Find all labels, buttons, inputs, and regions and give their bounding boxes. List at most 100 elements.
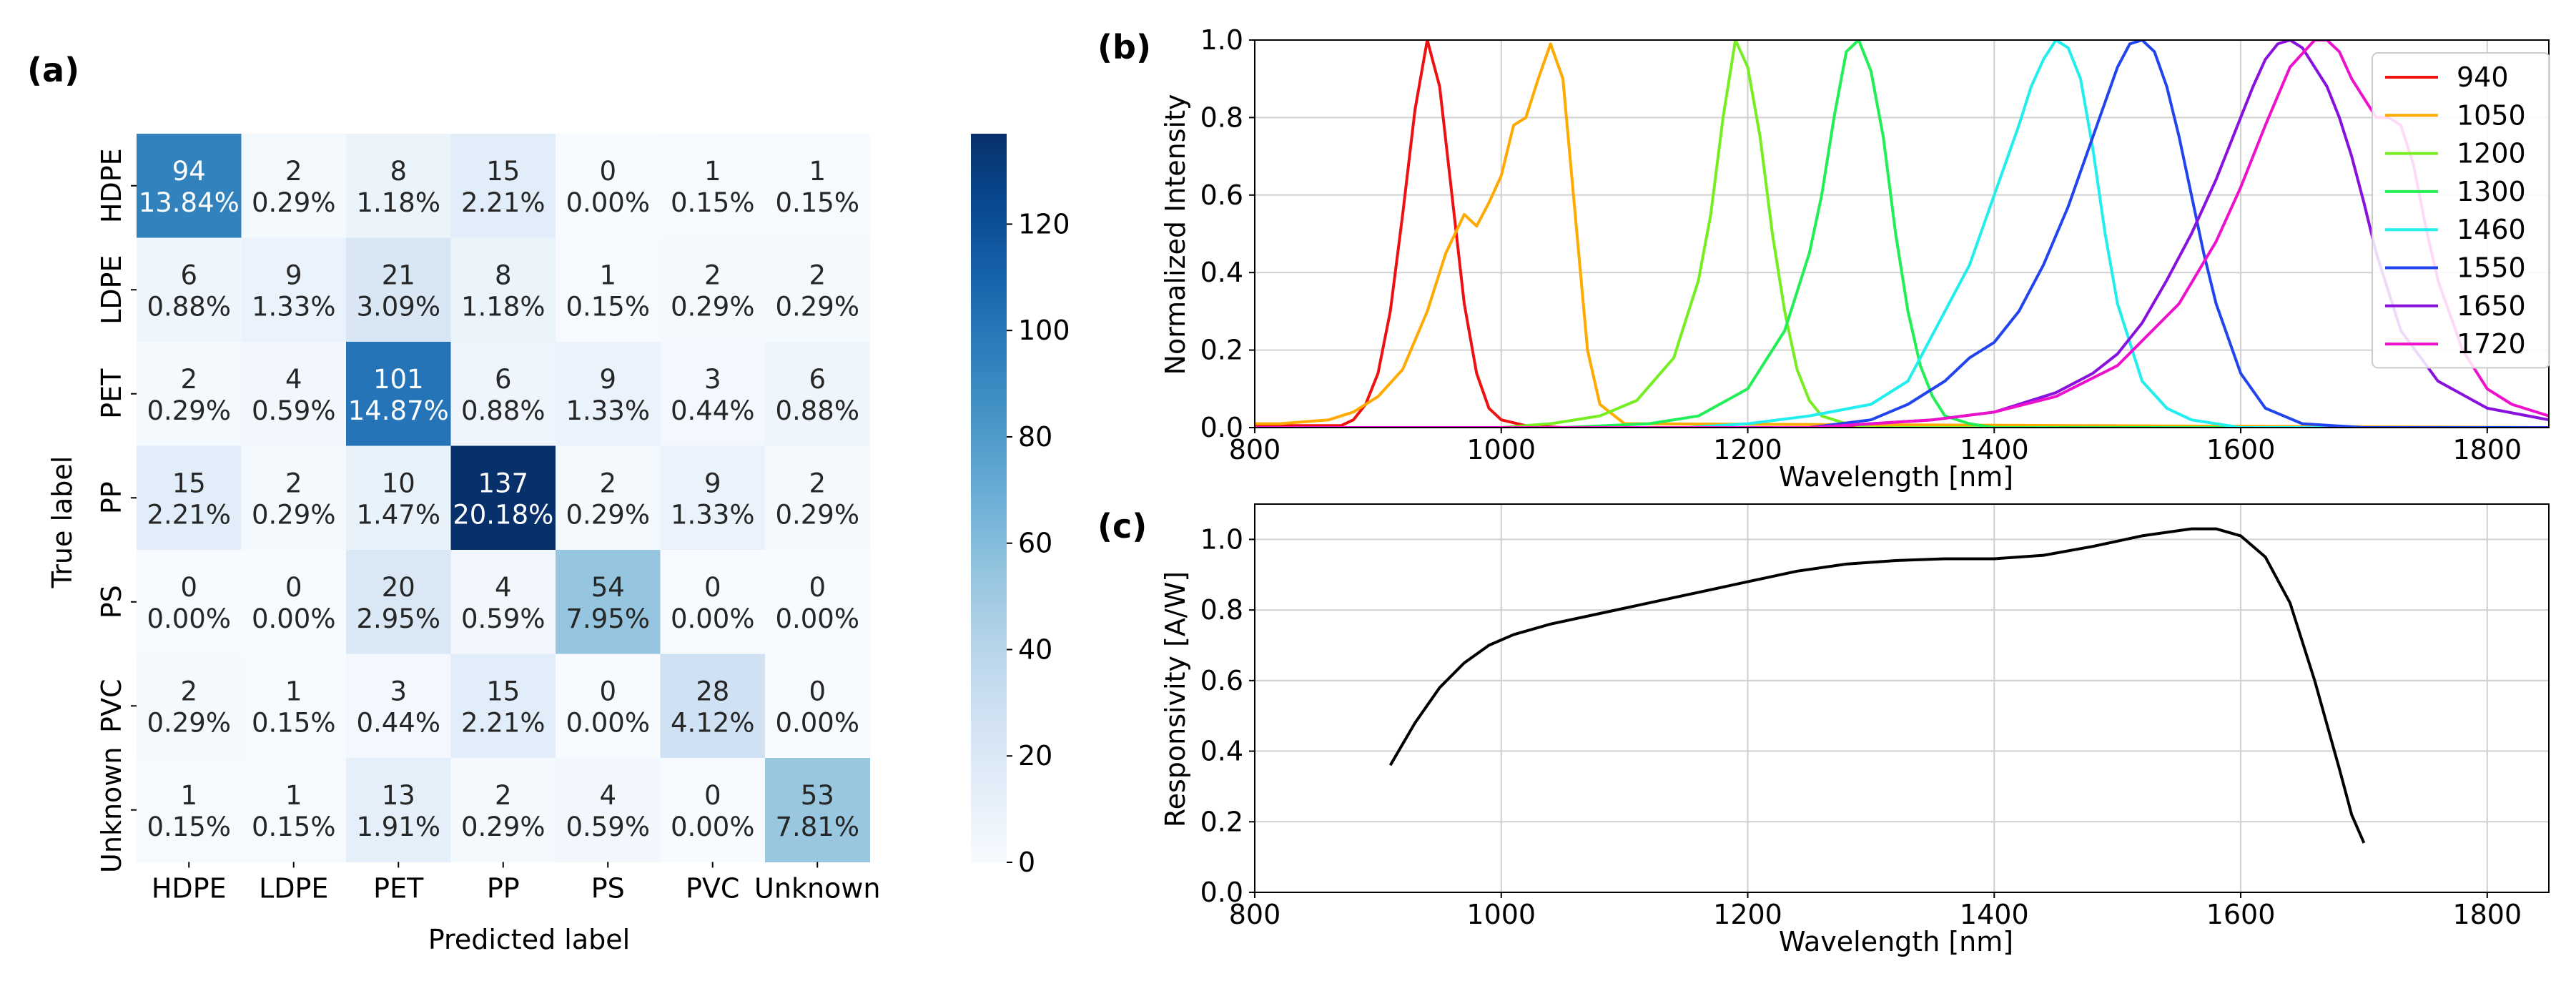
- heatmap-cell: [556, 654, 661, 759]
- heatmap-y-axis-label: True label: [46, 456, 78, 589]
- heatmap-cell-percent: 0.15%: [252, 812, 336, 842]
- heatmap-cell-count: 2: [599, 468, 616, 498]
- x-tick-label: 800: [1229, 434, 1281, 465]
- x-tick-label: 1400: [1960, 434, 2029, 465]
- heatmap-cell-count: 20: [382, 572, 415, 603]
- heatmap-cell-percent: 0.29%: [566, 499, 650, 530]
- colorbar-tick-label: 120: [1018, 208, 1070, 240]
- series-line-1550: [1255, 40, 2549, 428]
- series-group: [1388, 527, 2366, 844]
- heatmap-cell: [450, 445, 556, 551]
- y-tick-label: 0.0: [1200, 877, 1243, 908]
- heatmap-cell-count: 2: [180, 364, 197, 395]
- heatmap-cell-count: 0: [704, 572, 721, 603]
- heatmap-cell-count: 15: [172, 468, 206, 498]
- legend-label: 1720: [2457, 328, 2526, 360]
- heatmap-cell-count: 2: [180, 676, 197, 706]
- series-line-Responsivity: [1388, 527, 2366, 844]
- y-tick-label: 0.6: [1200, 665, 1243, 696]
- heatmap-cell-percent: 0.29%: [252, 499, 336, 530]
- heatmap-cell: [137, 342, 242, 446]
- legend-label: 1550: [2457, 252, 2526, 284]
- series-line-1300: [1255, 40, 2549, 428]
- heatmap-cell-percent: 0.29%: [671, 291, 755, 322]
- heatmap-cell-count: 1: [180, 780, 197, 811]
- x-tick-label: 800: [1229, 899, 1281, 930]
- heatmap-cell: [137, 237, 242, 342]
- heatmap-cell: [765, 445, 870, 551]
- heatmap-cell-count: 15: [486, 676, 520, 706]
- spectra-y-axis-label: Normalized Intensity: [1160, 94, 1191, 375]
- heatmap-cell-count: 54: [591, 572, 625, 603]
- colorbar-tick-label: 60: [1018, 528, 1052, 559]
- heatmap-cell-percent: 0.44%: [356, 707, 440, 738]
- spectra-x-axis-label: Wavelength [nm]: [1779, 461, 2013, 493]
- legend-label: 1650: [2457, 290, 2526, 322]
- heatmap-cell: [450, 237, 556, 342]
- legend-label: 1200: [2457, 138, 2526, 169]
- responsivity-plot: 800 1000 1200 1400 1600 1800 0.0 0.2 0.4 0.6 0.8 1.…: [1200, 503, 2550, 930]
- heatmap-cell: [450, 654, 556, 759]
- x-tick-label: 1400: [1960, 899, 2029, 930]
- series-line-1050: [1255, 42, 2549, 428]
- heatmap-cell-count: 9: [285, 260, 302, 290]
- heatmap-cell-count: 6: [495, 364, 512, 395]
- heatmap-cell: [450, 550, 556, 654]
- y-tick-label: 0.4: [1200, 736, 1243, 767]
- spectra-legend: 940 1050 1200 1300 1460 1550 1650 1720: [2372, 52, 2550, 369]
- y-tick-label: 0.2: [1200, 806, 1243, 837]
- heatmap-cell-percent: 1.33%: [671, 499, 755, 530]
- y-tick-label: 0.8: [1200, 594, 1243, 626]
- heatmap-cell-percent: 0.15%: [775, 187, 859, 218]
- heatmap-cell-count: 2: [704, 260, 721, 290]
- heatmap-x-tick-label: LDPE: [259, 873, 328, 904]
- heatmap-cell-count: 0: [180, 572, 197, 603]
- heatmap-cell: [556, 342, 661, 446]
- heatmap-y-tick-label: PET: [96, 368, 127, 419]
- heatmap-cell-percent: 2.21%: [461, 187, 546, 218]
- heatmap-cell-percent: 0.00%: [147, 603, 231, 634]
- y-tick-label: 0.0: [1200, 412, 1243, 443]
- heatmap-cell-percent: 0.59%: [461, 603, 546, 634]
- heatmap-cell: [765, 237, 870, 342]
- responsivity-y-axis-label: Responsivity [A/W]: [1160, 571, 1191, 827]
- heatmap-cell-count: 3: [704, 364, 721, 395]
- colorbar-tick-label: 40: [1018, 634, 1052, 665]
- heatmap-cell-percent: 0.29%: [252, 187, 336, 218]
- x-tick-label: 1800: [2452, 434, 2522, 465]
- heatmap-cell-count: 2: [285, 156, 302, 187]
- heatmap-cell-percent: 1.18%: [461, 291, 546, 322]
- x-tick-label: 1600: [2206, 434, 2276, 465]
- heatmap-cell: [346, 445, 451, 551]
- x-tick-label: 1800: [2452, 899, 2522, 930]
- heatmap-cell-percent: 0.15%: [671, 187, 755, 218]
- heatmap-cell-percent: 2.95%: [356, 603, 440, 634]
- heatmap-cell-percent: 1.47%: [356, 499, 440, 530]
- x-tick-label: 1200: [1713, 434, 1782, 465]
- panel-c-label: (c): [1097, 507, 1147, 546]
- heatmap-cell: [450, 342, 556, 446]
- heatmap-cell: [137, 758, 242, 862]
- heatmap-x-tick-label: Unknown: [754, 873, 880, 904]
- heatmap-cell-count: 4: [599, 780, 616, 811]
- heatmap-cell-percent: 0.00%: [775, 603, 859, 634]
- colorbar-tick-label: 100: [1018, 315, 1070, 346]
- heatmap-cell: [346, 134, 451, 238]
- heatmap-cell-percent: 0.00%: [252, 603, 336, 634]
- heatmap-cell: [660, 134, 766, 238]
- colorbar-tick-label: 80: [1018, 421, 1052, 453]
- heatmap-y-tick-label: HDPE: [96, 148, 127, 223]
- heatmap-cell: [660, 550, 766, 654]
- y-tick-label: 0.8: [1200, 102, 1243, 133]
- colorbar-gradient: [971, 134, 1007, 862]
- heatmap-cell-count: 94: [172, 156, 206, 187]
- legend-label: 940: [2457, 61, 2509, 93]
- heatmap-cell-count: 137: [478, 468, 528, 498]
- heatmap-x-tick-label: HDPE: [152, 873, 227, 904]
- heatmap-y-tick-label: PP: [96, 481, 127, 514]
- heatmap-y-tick-label: Unknown: [96, 747, 127, 873]
- heatmap-cell: [556, 758, 661, 862]
- heatmap-cell: [241, 445, 347, 551]
- heatmap-cell-percent: 7.95%: [566, 603, 650, 634]
